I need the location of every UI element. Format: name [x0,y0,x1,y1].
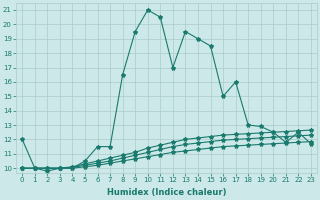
X-axis label: Humidex (Indice chaleur): Humidex (Indice chaleur) [107,188,226,197]
